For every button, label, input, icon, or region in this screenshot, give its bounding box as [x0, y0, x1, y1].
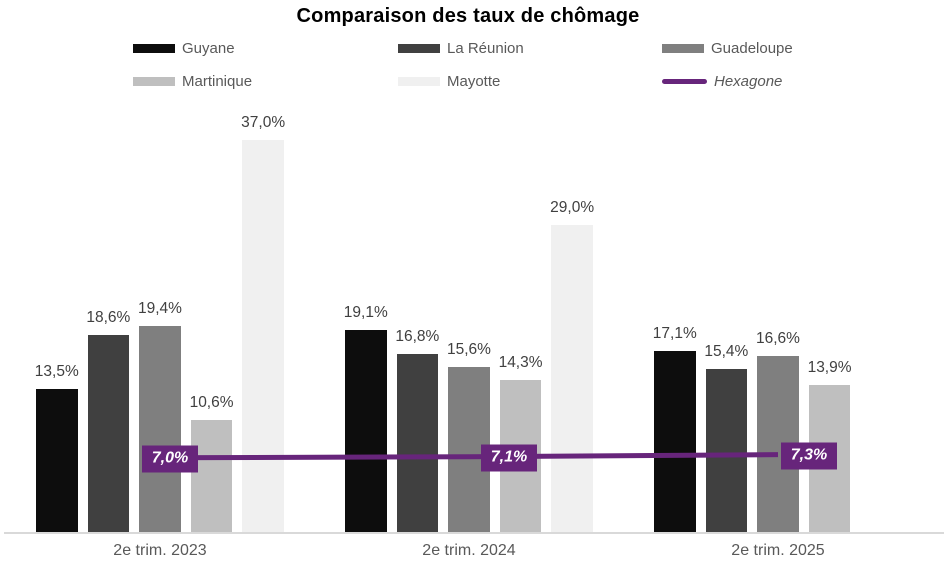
legend-label-guyane: Guyane	[182, 39, 235, 57]
bar-la-reunion-2e-trim-2023	[87, 334, 130, 532]
x-axis-label-2e-trim-2025: 2e trim. 2025	[731, 542, 825, 559]
x-axis-label-2e-trim-2023: 2e trim. 2023	[113, 542, 207, 559]
line-badge-2e-trim-2025: 7,3%	[781, 442, 837, 470]
value-label-la-reunion-2e-trim-2023: 18,6%	[86, 308, 131, 326]
value-label-mayotte-2e-trim-2023: 37,0%	[241, 113, 286, 131]
legend-item-la-reunion: La Réunion	[398, 39, 524, 57]
legend-item-mayotte: Mayotte	[398, 72, 501, 90]
legend-label-la-reunion: La Réunion	[447, 39, 524, 57]
value-label-mayotte-2e-trim-2024: 29,0%	[550, 198, 595, 216]
value-label-guyane-2e-trim-2023: 13,5%	[34, 362, 79, 380]
legend-label-guadeloupe: Guadeloupe	[711, 39, 793, 57]
legend-item-hexagone: Hexagone	[662, 72, 783, 90]
value-label-martinique-2e-trim-2024: 14,3%	[498, 354, 543, 372]
bar-la-reunion-2e-trim-2025	[705, 368, 748, 532]
chart-title: Comparaison des taux de chômage	[296, 5, 640, 27]
bar-guyane-2e-trim-2024	[345, 329, 387, 532]
bar-guyane-2e-trim-2023	[36, 388, 78, 532]
line-badge-2e-trim-2023: 7,0%	[142, 445, 198, 473]
bar-martinique-2e-trim-2023	[190, 419, 233, 532]
bar-la-reunion-2e-trim-2024	[396, 353, 439, 532]
legend-swatch-martinique	[133, 76, 175, 86]
value-label-la-reunion-2e-trim-2024: 16,8%	[395, 327, 440, 345]
legend-item-martinique: Martinique	[133, 72, 253, 90]
line-badge-2e-trim-2024: 7,1%	[481, 444, 537, 472]
legend-swatch-hexagone	[662, 78, 707, 84]
value-label-martinique-2e-trim-2023: 10,6%	[189, 393, 234, 411]
value-label-guadeloupe-2e-trim-2024: 15,6%	[446, 340, 491, 358]
legend-swatch-guyane	[133, 43, 175, 53]
value-label-martinique-2e-trim-2025: 13,9%	[807, 358, 852, 376]
bar-guadeloupe-2e-trim-2023	[139, 326, 181, 532]
value-label-guadeloupe-2e-trim-2023: 19,4%	[137, 300, 182, 318]
x-axis-line	[4, 532, 944, 534]
value-label-guyane-2e-trim-2025: 17,1%	[652, 324, 697, 342]
bar-guyane-2e-trim-2025	[654, 350, 696, 532]
legend-swatch-la-reunion	[398, 43, 440, 53]
legend-label-martinique: Martinique	[182, 72, 253, 90]
legend-swatch-guadeloupe	[662, 43, 704, 53]
bar-mayotte-2e-trim-2024	[551, 224, 593, 532]
legend-item-guyane: Guyane	[133, 39, 235, 57]
x-axis-label-2e-trim-2024: 2e trim. 2024	[422, 542, 516, 559]
legend-swatch-mayotte	[398, 76, 440, 86]
legend-item-guadeloupe: Guadeloupe	[662, 39, 793, 57]
bar-mayotte-2e-trim-2023	[242, 139, 284, 532]
value-label-guyane-2e-trim-2024: 19,1%	[343, 303, 388, 321]
value-label-la-reunion-2e-trim-2025: 15,4%	[704, 342, 749, 360]
value-label-guadeloupe-2e-trim-2025: 16,6%	[755, 330, 800, 348]
legend-label-mayotte: Mayotte	[447, 72, 501, 90]
legend-label-hexagone: Hexagone	[714, 72, 783, 90]
